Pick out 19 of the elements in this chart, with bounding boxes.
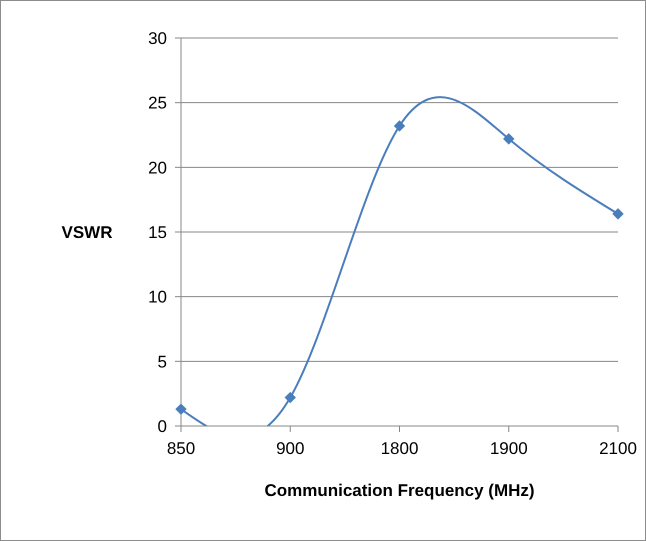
x-tick-label: 1800	[380, 439, 418, 458]
y-tick-label: 25	[148, 94, 167, 113]
point	[284, 392, 296, 404]
y-tick-label: 10	[148, 288, 167, 307]
x-axis-title: Communication Frequency (MHz)	[264, 481, 535, 500]
point	[612, 208, 624, 220]
point	[394, 120, 405, 132]
y-axis-title: VSWR	[62, 223, 112, 242]
y-tick-label: 5	[158, 352, 167, 372]
x-tick-label: 1900	[490, 439, 528, 458]
point	[176, 404, 186, 415]
y-tick-label: 0	[158, 417, 167, 436]
y-tick-label: 20	[148, 158, 167, 178]
x-tick-label: 2100	[599, 439, 637, 458]
x-tick-label: 850	[166, 439, 196, 458]
x-tick-label: 900	[276, 439, 304, 458]
point	[503, 133, 514, 144]
y-tick-label: 30	[148, 29, 167, 48]
y-tick-label: 15	[148, 223, 167, 242]
